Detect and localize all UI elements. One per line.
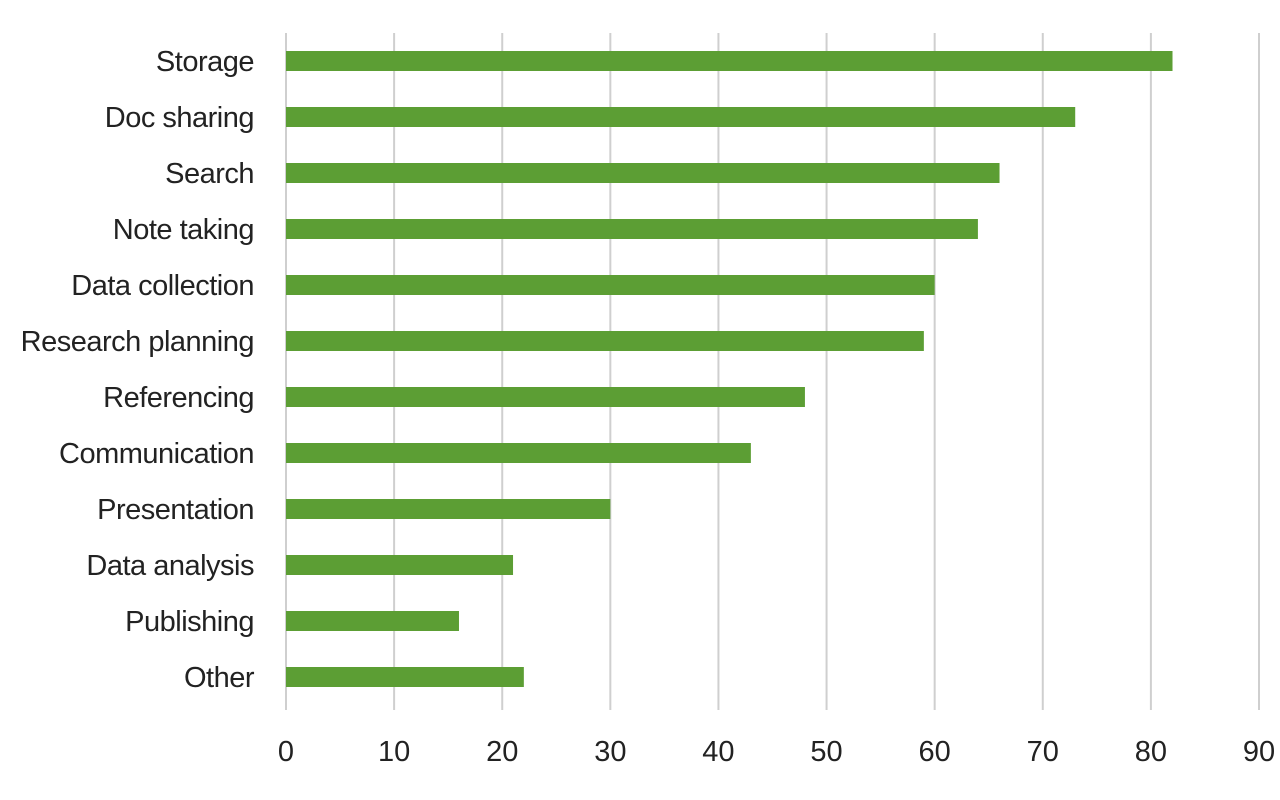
category-label: Storage — [156, 46, 254, 78]
bar-publishing — [286, 611, 459, 631]
category-label: Presentation — [97, 494, 254, 526]
bar-referencing — [286, 387, 805, 407]
bar-data-collection — [286, 275, 935, 295]
category-label: Communication — [59, 438, 254, 470]
bar-presentation — [286, 499, 611, 519]
x-tick-label: 50 — [810, 736, 842, 768]
x-tick-label: 40 — [702, 736, 734, 768]
bar-data-analysis — [286, 555, 514, 575]
category-label: Referencing — [103, 382, 254, 414]
bar-search — [286, 163, 1000, 183]
category-label: Search — [165, 158, 254, 190]
x-tick-label: 20 — [486, 736, 518, 768]
category-label: Publishing — [125, 606, 254, 638]
x-tick-label: 10 — [378, 736, 410, 768]
x-tick-label: 30 — [594, 736, 626, 768]
x-tick-label: 90 — [1243, 736, 1275, 768]
gridlines — [285, 33, 1260, 710]
category-label: Data analysis — [86, 550, 254, 582]
x-tick-label: 70 — [1027, 736, 1059, 768]
category-label: Research planning — [21, 326, 254, 358]
bar-doc-sharing — [286, 107, 1076, 127]
bar-other — [286, 667, 524, 687]
x-axis-tick-labels: 0 10 20 30 40 50 60 70 80 90 — [278, 736, 1275, 768]
category-label: Note taking — [113, 214, 254, 246]
bar-communication — [286, 443, 751, 463]
bar-research-planning — [286, 331, 924, 351]
category-label: Data collection — [71, 270, 254, 302]
category-label: Other — [184, 662, 255, 694]
bar-storage — [286, 51, 1173, 71]
category-labels: Storage Doc sharing Search Note taking Data … — [21, 46, 256, 694]
bars — [286, 51, 1173, 687]
category-label: Doc sharing — [105, 102, 254, 134]
x-tick-label: 60 — [919, 736, 951, 768]
x-tick-label: 0 — [278, 736, 294, 768]
bar-note-taking — [286, 219, 978, 239]
x-tick-label: 80 — [1135, 736, 1167, 768]
